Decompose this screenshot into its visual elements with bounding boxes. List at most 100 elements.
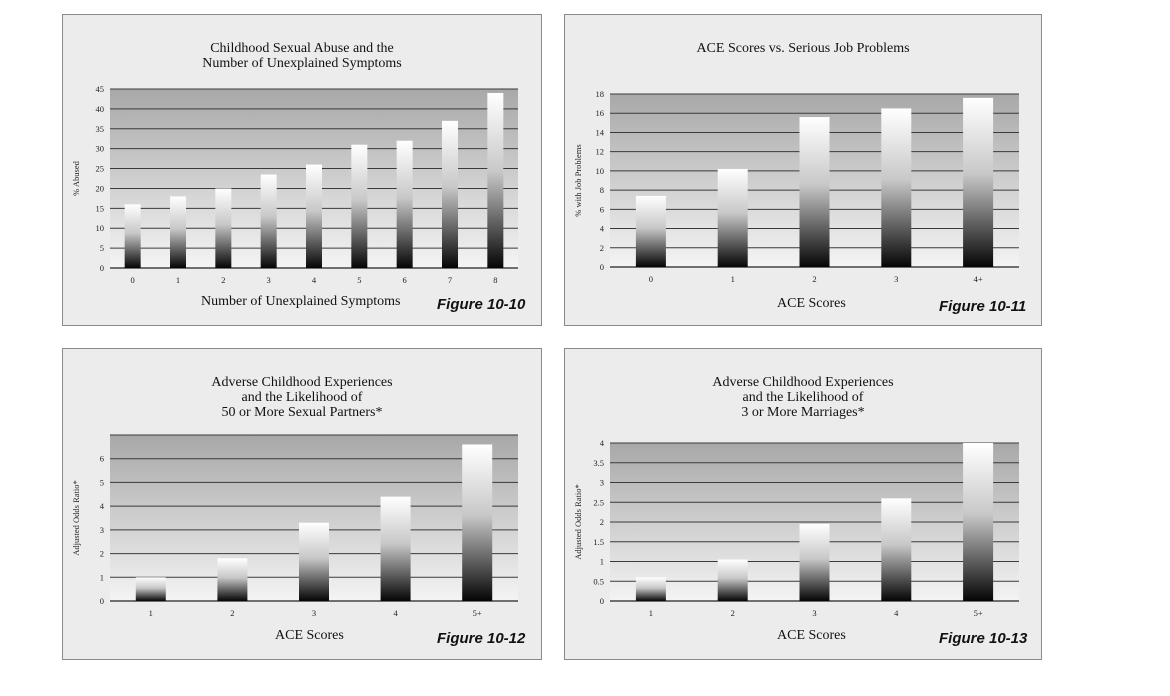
y-tick-label: 10 [96, 223, 105, 233]
chart-title-line: 3 or More Marriages* [741, 405, 865, 420]
x-tick-label: 4 [312, 275, 317, 285]
y-tick-label: 15 [96, 203, 105, 213]
y-tick-label: 16 [596, 108, 605, 118]
chart-title-line: Number of Unexplained Symptoms [202, 56, 402, 71]
chart-title-line: and the Likelihood of [742, 390, 864, 405]
y-tick-label: 35 [96, 124, 105, 134]
bar-chart: 0 1 2 3 4 5 6 1 2 3 4 5+ Adjusted Odds Ratio* [71, 434, 518, 618]
y-tick-label: 6 [100, 454, 104, 464]
x-tick-label: 1 [731, 274, 735, 284]
x-tick-label: 1 [176, 275, 180, 285]
x-tick-label: 5 [357, 275, 361, 285]
y-axis-label: % with Job Problems [573, 144, 583, 217]
x-axis-label: ACE Scores [777, 628, 846, 643]
bar [299, 522, 329, 601]
x-tick-label: 4+ [974, 274, 983, 284]
bar [963, 443, 994, 601]
y-tick-label: 45 [96, 84, 105, 94]
x-tick-label: 3 [312, 608, 316, 618]
y-tick-label: 4 [600, 438, 605, 448]
bar [124, 204, 141, 268]
y-tick-label: 2 [600, 517, 604, 527]
chart-title: Adverse Childhood Experiences and the Li… [565, 375, 1041, 420]
x-tick-label: 2 [230, 608, 234, 618]
y-tick-label: 40 [96, 104, 105, 114]
chart-panel-figure-10-12: Adverse Childhood Experiences and the Li… [62, 348, 542, 660]
y-tick-label: 0 [100, 596, 104, 606]
bar [717, 168, 748, 267]
figure-label: Figure 10-12 [437, 630, 526, 647]
y-tick-label: 1 [600, 557, 604, 567]
chart-panel-figure-10-13: Adverse Childhood Experiences and the Li… [564, 348, 1042, 660]
bar [799, 523, 830, 601]
y-tick-label: 2 [100, 549, 104, 559]
y-tick-label: 18 [596, 89, 605, 99]
bar [799, 117, 830, 267]
y-tick-label: 20 [96, 183, 105, 193]
y-tick-label: 4 [600, 224, 605, 234]
chart-title-line: Adverse Childhood Experiences [211, 375, 393, 390]
y-tick-label: 10 [596, 166, 605, 176]
x-tick-label: 3 [267, 275, 271, 285]
y-tick-label: 3 [600, 478, 604, 488]
y-tick-label: 0.5 [593, 576, 604, 586]
y-tick-label: 25 [96, 164, 105, 174]
x-tick-label: 5+ [974, 608, 983, 618]
x-tick-label: 4 [393, 608, 398, 618]
y-tick-label: 3.5 [593, 458, 604, 468]
x-tick-label: 6 [403, 275, 407, 285]
x-tick-label: 3 [812, 608, 816, 618]
y-tick-label: 5 [100, 243, 104, 253]
x-axis-label: Number of Unexplained Symptoms [201, 294, 401, 309]
figure-label: Figure 10-13 [939, 630, 1028, 647]
y-tick-label: 1.5 [593, 537, 604, 547]
x-tick-label: 8 [493, 275, 497, 285]
y-tick-label: 0 [600, 596, 604, 606]
y-axis-label: Adjusted Odds Ratio* [573, 484, 583, 560]
bar [963, 97, 994, 267]
bar [487, 92, 504, 268]
bar [442, 120, 458, 268]
bar [380, 496, 411, 601]
x-tick-label: 1 [649, 608, 653, 618]
y-tick-label: 12 [596, 147, 605, 157]
x-tick-label: 1 [149, 608, 153, 618]
bar [462, 444, 493, 601]
chart-title: Childhood Sexual Abuse and the Number of… [63, 41, 541, 71]
bar [215, 188, 232, 268]
y-tick-label: 8 [600, 185, 604, 195]
x-tick-label: 2 [731, 608, 735, 618]
x-axis-label: ACE Scores [777, 296, 846, 311]
bar [881, 498, 912, 601]
chart-title-line: 50 or More Sexual Partners* [221, 405, 383, 420]
y-tick-label: 2 [600, 243, 604, 253]
chart-title: Adverse Childhood Experiences and the Li… [63, 375, 541, 420]
bar [260, 174, 277, 268]
bar [635, 577, 666, 601]
y-tick-label: 0 [600, 262, 604, 272]
bar [306, 164, 322, 268]
chart-title-line: Adverse Childhood Experiences [712, 375, 894, 390]
chart-title-line: Childhood Sexual Abuse and the [210, 41, 394, 56]
x-tick-label: 0 [131, 275, 135, 285]
chart-panel-figure-10-10: Childhood Sexual Abuse and the Number of… [62, 14, 542, 326]
x-tick-label: 2 [221, 275, 225, 285]
y-axis-label: % Abused [71, 160, 81, 195]
y-tick-label: 4 [100, 501, 105, 511]
x-tick-label: 4 [894, 608, 899, 618]
chart-panel-figure-10-11: ACE Scores vs. Serious Job Problems 0 2 4 6… [564, 14, 1042, 326]
bar [170, 196, 186, 268]
chart-title-line: ACE Scores vs. Serious Job Problems [696, 41, 910, 56]
y-tick-label: 0 [100, 263, 104, 273]
y-tick-label: 14 [596, 127, 605, 137]
figure-label: Figure 10-10 [437, 296, 526, 313]
x-axis-label: ACE Scores [275, 628, 344, 643]
x-tick-label: 2 [812, 274, 816, 284]
y-tick-label: 1 [100, 572, 104, 582]
y-tick-label: 2.5 [593, 497, 604, 507]
x-tick-label: 3 [894, 274, 898, 284]
bar [135, 577, 166, 601]
y-tick-label: 6 [600, 204, 604, 214]
